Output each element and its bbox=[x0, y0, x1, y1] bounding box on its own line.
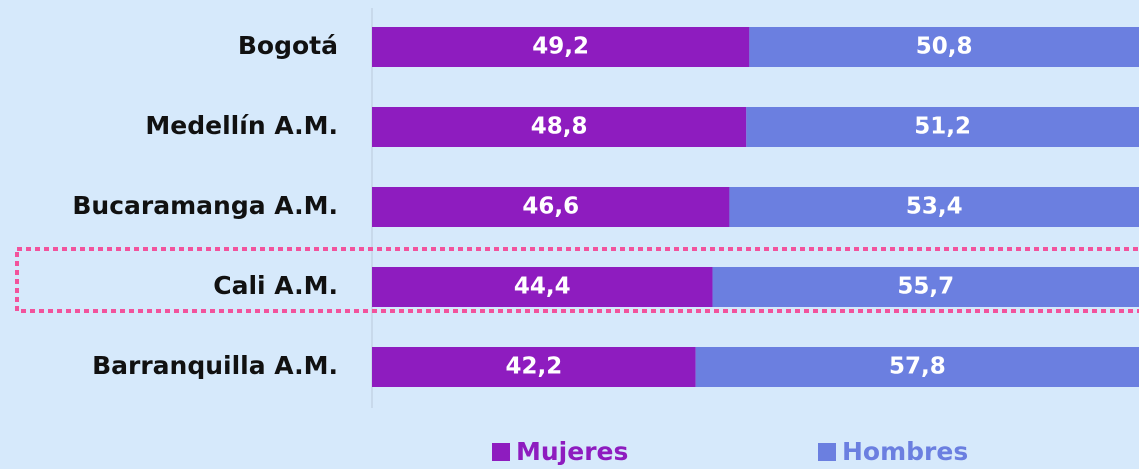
category-label: Cali A.M. bbox=[213, 271, 338, 300]
highlight-box bbox=[15, 247, 1139, 313]
bar-segment bbox=[372, 27, 750, 67]
category-label: Bogotá bbox=[238, 31, 338, 60]
bar-segment bbox=[746, 107, 1139, 147]
value-label: 48,8 bbox=[531, 114, 588, 140]
legend-swatch bbox=[492, 443, 510, 461]
value-label: 44,4 bbox=[514, 274, 571, 300]
value-label: 49,2 bbox=[532, 34, 589, 60]
value-label: 50,8 bbox=[916, 34, 973, 60]
bar-segment bbox=[372, 347, 696, 387]
legend-label: Mujeres bbox=[516, 437, 628, 466]
value-label: 46,6 bbox=[522, 194, 579, 220]
bar-segment bbox=[695, 347, 1139, 387]
value-label: 42,2 bbox=[505, 354, 562, 380]
category-label: Barranquilla A.M. bbox=[92, 351, 338, 380]
bar-segment bbox=[372, 107, 747, 147]
bar-segment bbox=[372, 187, 730, 227]
value-label: 57,8 bbox=[889, 354, 946, 380]
category-label: Bucaramanga A.M. bbox=[72, 191, 338, 220]
value-label: 53,4 bbox=[906, 194, 963, 220]
legend-swatch bbox=[818, 443, 836, 461]
bar-segment bbox=[729, 187, 1139, 227]
legend-label: Hombres bbox=[842, 437, 968, 466]
bar-segment bbox=[749, 27, 1139, 67]
value-label: 51,2 bbox=[914, 114, 971, 140]
bar-segment bbox=[372, 267, 713, 307]
value-label: 55,7 bbox=[897, 274, 954, 300]
category-label: Medellín A.M. bbox=[145, 111, 338, 140]
bar-segment bbox=[712, 267, 1139, 307]
